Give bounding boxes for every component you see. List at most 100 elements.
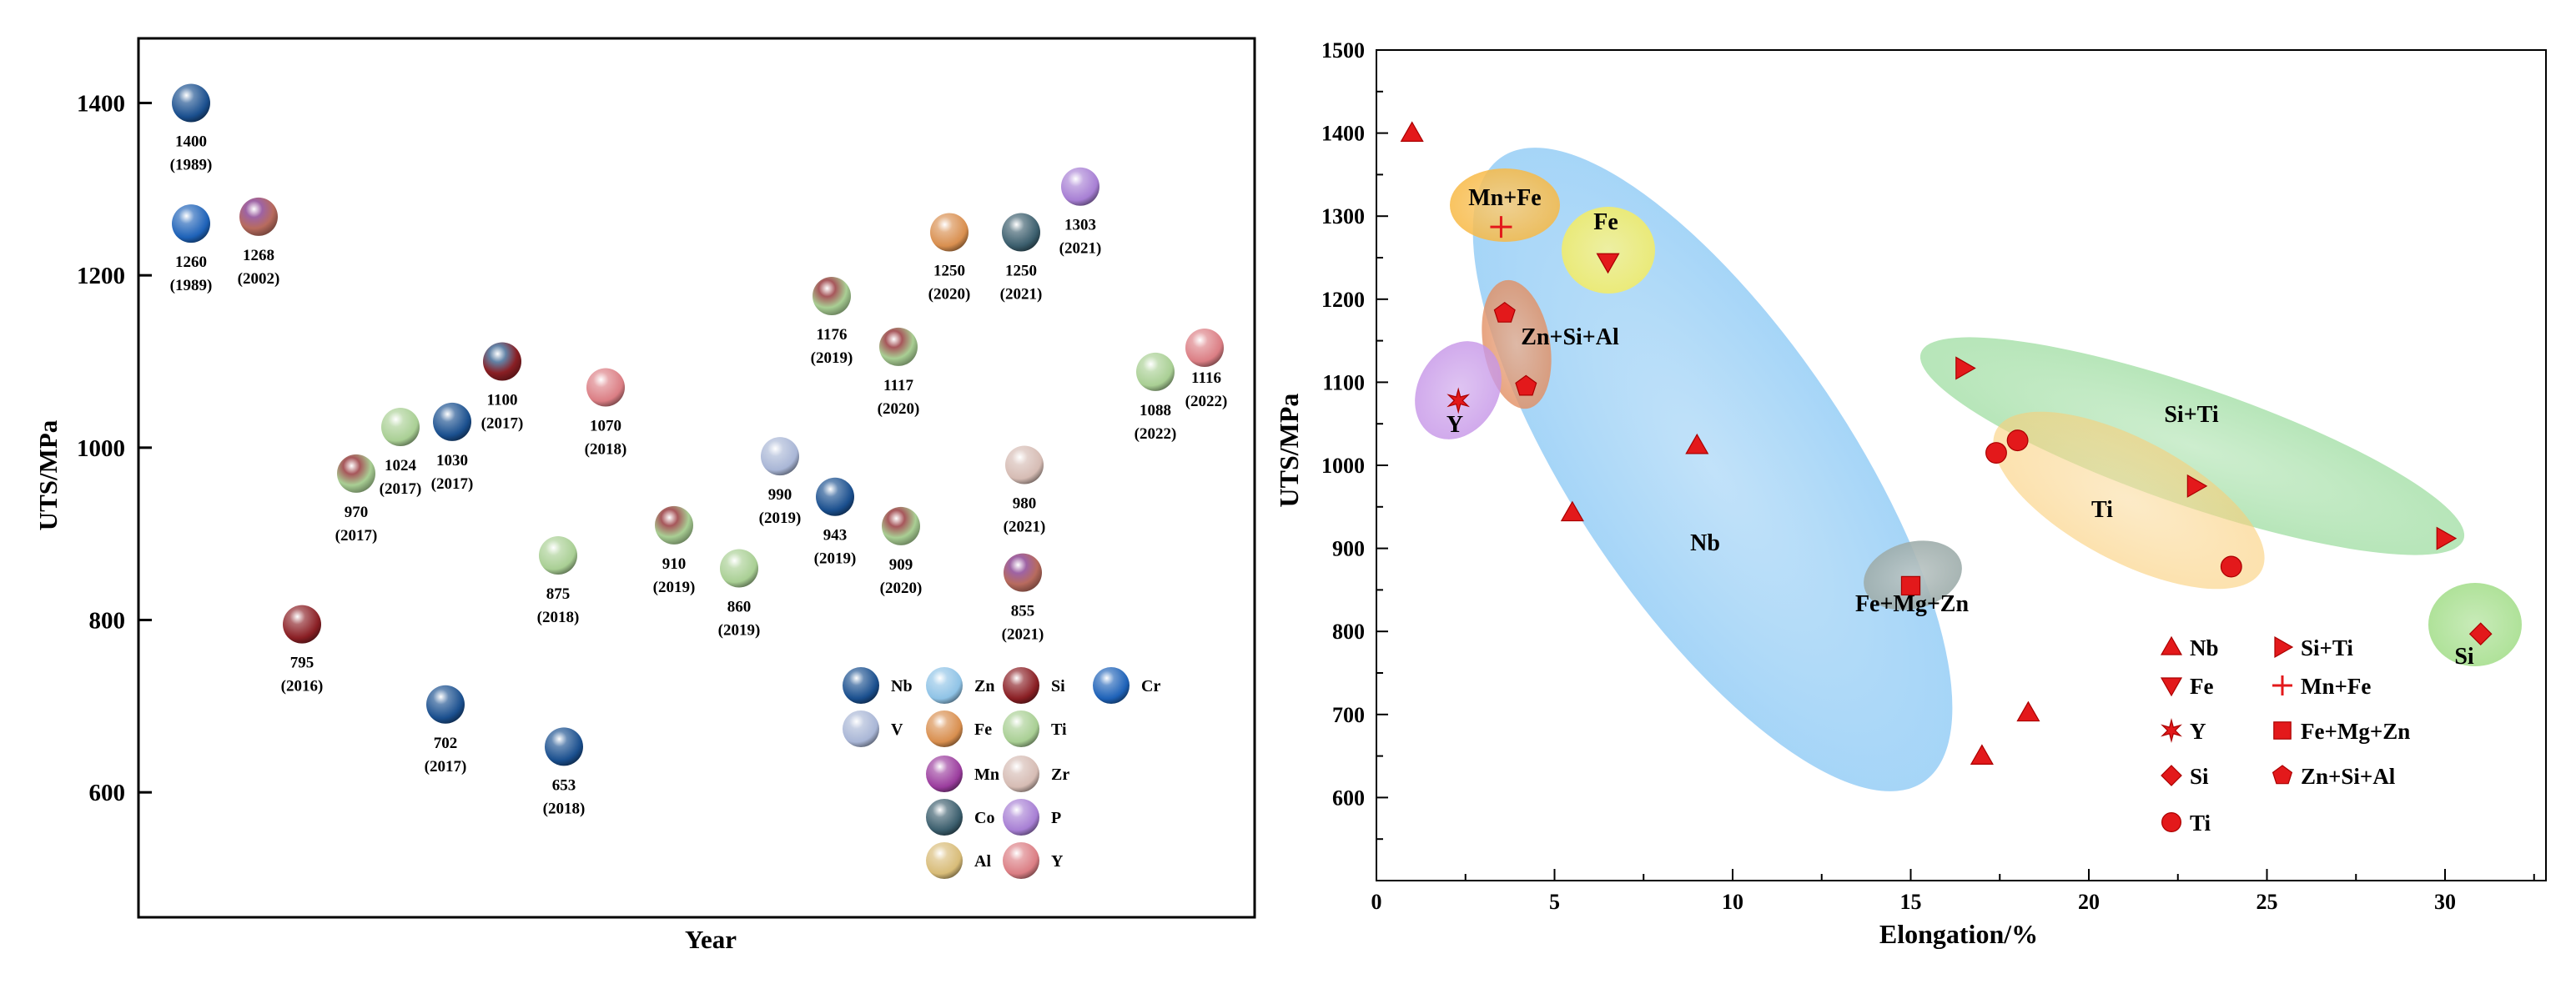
bubble-marker	[426, 685, 465, 724]
point-si	[2468, 622, 2493, 646]
bubble-point: 970 (2017)	[335, 454, 377, 545]
bubble-point: 653 (2018)	[543, 727, 586, 817]
legend-label: Zn+Si+Al	[2301, 764, 2396, 789]
legend-item-si-ti: Si+Ti	[2274, 635, 2353, 660]
left-x-axis-label: Year	[685, 925, 737, 954]
legend-marker	[2161, 811, 2182, 832]
region-label: Mn+Fe	[1468, 185, 1542, 211]
bubble-marker	[239, 197, 278, 236]
point-y	[1446, 387, 1471, 414]
bubble-year-label: (2017)	[425, 758, 467, 776]
legend-item-nb: Nb	[843, 667, 913, 704]
legend-item-zn-si-al: Zn+Si+Al	[2272, 764, 2396, 789]
legend-label: Nb	[2190, 635, 2219, 660]
bubble-point: 1400 (1989)	[170, 83, 212, 174]
point-zn-si-al	[1493, 301, 1516, 323]
legend-label: Zr	[1051, 766, 1069, 784]
bubble-point: 1116 (2022)	[1185, 328, 1227, 410]
legend-label: Nb	[891, 677, 913, 695]
bubble-point: 1176 (2019)	[811, 276, 853, 367]
region-label: Fe+Mg+Zn	[1855, 591, 1970, 617]
right-x-axis-label: Elongation/%	[1879, 919, 2038, 949]
bubble-value-label: 855	[1011, 603, 1035, 620]
legend-swatch	[926, 756, 963, 792]
legend-item-zr: Zr	[1003, 756, 1069, 792]
right-y-tick-label: 900	[1332, 537, 1365, 561]
point-nb	[1685, 433, 1709, 454]
bubble-year-label: (2019)	[811, 349, 853, 367]
legend-marker	[2161, 718, 2182, 743]
bubble-marker	[930, 213, 969, 252]
region-label: Ti	[2091, 497, 2113, 523]
legend-item-y: Y	[1003, 842, 1064, 879]
bubble-marker	[381, 408, 420, 447]
bubble-value-label: 1116	[1191, 369, 1221, 387]
point-ti	[2006, 429, 2029, 452]
legend-swatch	[1093, 667, 1130, 704]
legend-swatch	[843, 710, 879, 747]
bubble-marker	[882, 506, 920, 545]
legend-item-nb: Nb	[2160, 635, 2219, 660]
region-mn-fe	[1450, 168, 1560, 242]
legend-marker	[2272, 675, 2292, 695]
bubble-year-label: (2022)	[1135, 425, 1177, 443]
point-mn-fe	[1490, 216, 1512, 238]
right-y-tick-label: 800	[1332, 620, 1365, 644]
legend-label: Cr	[1141, 677, 1160, 695]
legend-item-v: V	[843, 710, 903, 747]
bubble-point: 860 (2019)	[718, 549, 761, 640]
legend-swatch	[1003, 799, 1039, 836]
legend-item-fe: Fe	[2160, 674, 2213, 699]
legend-item-fe: Fe	[926, 710, 992, 747]
legend-label: V	[891, 720, 903, 739]
bubble-year-label: (2019)	[814, 550, 857, 568]
bubble-marker	[1136, 352, 1175, 391]
bubble-value-label: 1400	[175, 133, 207, 151]
legend-marker	[2160, 677, 2183, 697]
bubble-point: 1268 (2002)	[238, 197, 279, 288]
legend-label: Y	[2190, 719, 2206, 744]
bubble-point: 1260 (1989)	[170, 204, 213, 294]
bubble-point: 1250 (2021)	[1000, 213, 1042, 304]
region-label: Nb	[1690, 530, 1720, 556]
bubble-year-label: (1989)	[170, 277, 213, 294]
left-y-tick-label: 1200	[77, 263, 125, 289]
bubble-point: 980 (2021)	[1004, 445, 1045, 536]
bubble-value-label: 1100	[487, 392, 518, 409]
legend-label: Fe+Mg+Zn	[2301, 719, 2410, 744]
bubble-year-label: (2019)	[718, 622, 761, 640]
bubble-value-label: 653	[552, 776, 576, 794]
point-si-ti	[1955, 356, 1976, 380]
legend-swatch	[1003, 667, 1039, 704]
bubble-value-label: 1030	[436, 452, 468, 469]
bubble-value-label: 860	[727, 599, 752, 616]
bubble-marker	[1005, 445, 1044, 484]
bubble-point: 990 (2019)	[759, 437, 801, 527]
region-label: Zn+Si+Al	[1521, 324, 1619, 350]
region-fe	[1562, 207, 1655, 294]
legend-label: Al	[974, 852, 991, 871]
bubble-value-label: 1176	[817, 326, 848, 344]
bubble-point: 1024 (2017)	[380, 408, 421, 498]
right-x-tick-label: 0	[1371, 890, 1382, 914]
bubble-value-label: 1303	[1064, 217, 1096, 234]
bubble-marker	[172, 204, 210, 243]
legend-label: Zn	[974, 677, 994, 695]
point-zn-si-al	[1515, 374, 1537, 396]
bubble-marker	[1004, 553, 1042, 592]
legend-label: Mn	[974, 766, 999, 784]
bubble-point: 795 (2016)	[281, 605, 323, 695]
bubble-marker	[1061, 167, 1099, 206]
bubble-marker	[761, 437, 799, 476]
bubble-value-label: 1268	[243, 247, 274, 264]
right-x-tick-label: 5	[1549, 890, 1560, 914]
bubble-marker	[433, 402, 471, 441]
point-nb	[1400, 121, 1424, 142]
left-y-tick-label: 600	[89, 780, 126, 806]
left-y-tick-label: 1000	[77, 435, 125, 462]
legend-item-p: P	[1003, 799, 1061, 836]
bubble-year-label: (2017)	[481, 415, 524, 433]
bubble-marker	[1185, 328, 1224, 367]
bubble-year-label: (2018)	[543, 800, 586, 817]
